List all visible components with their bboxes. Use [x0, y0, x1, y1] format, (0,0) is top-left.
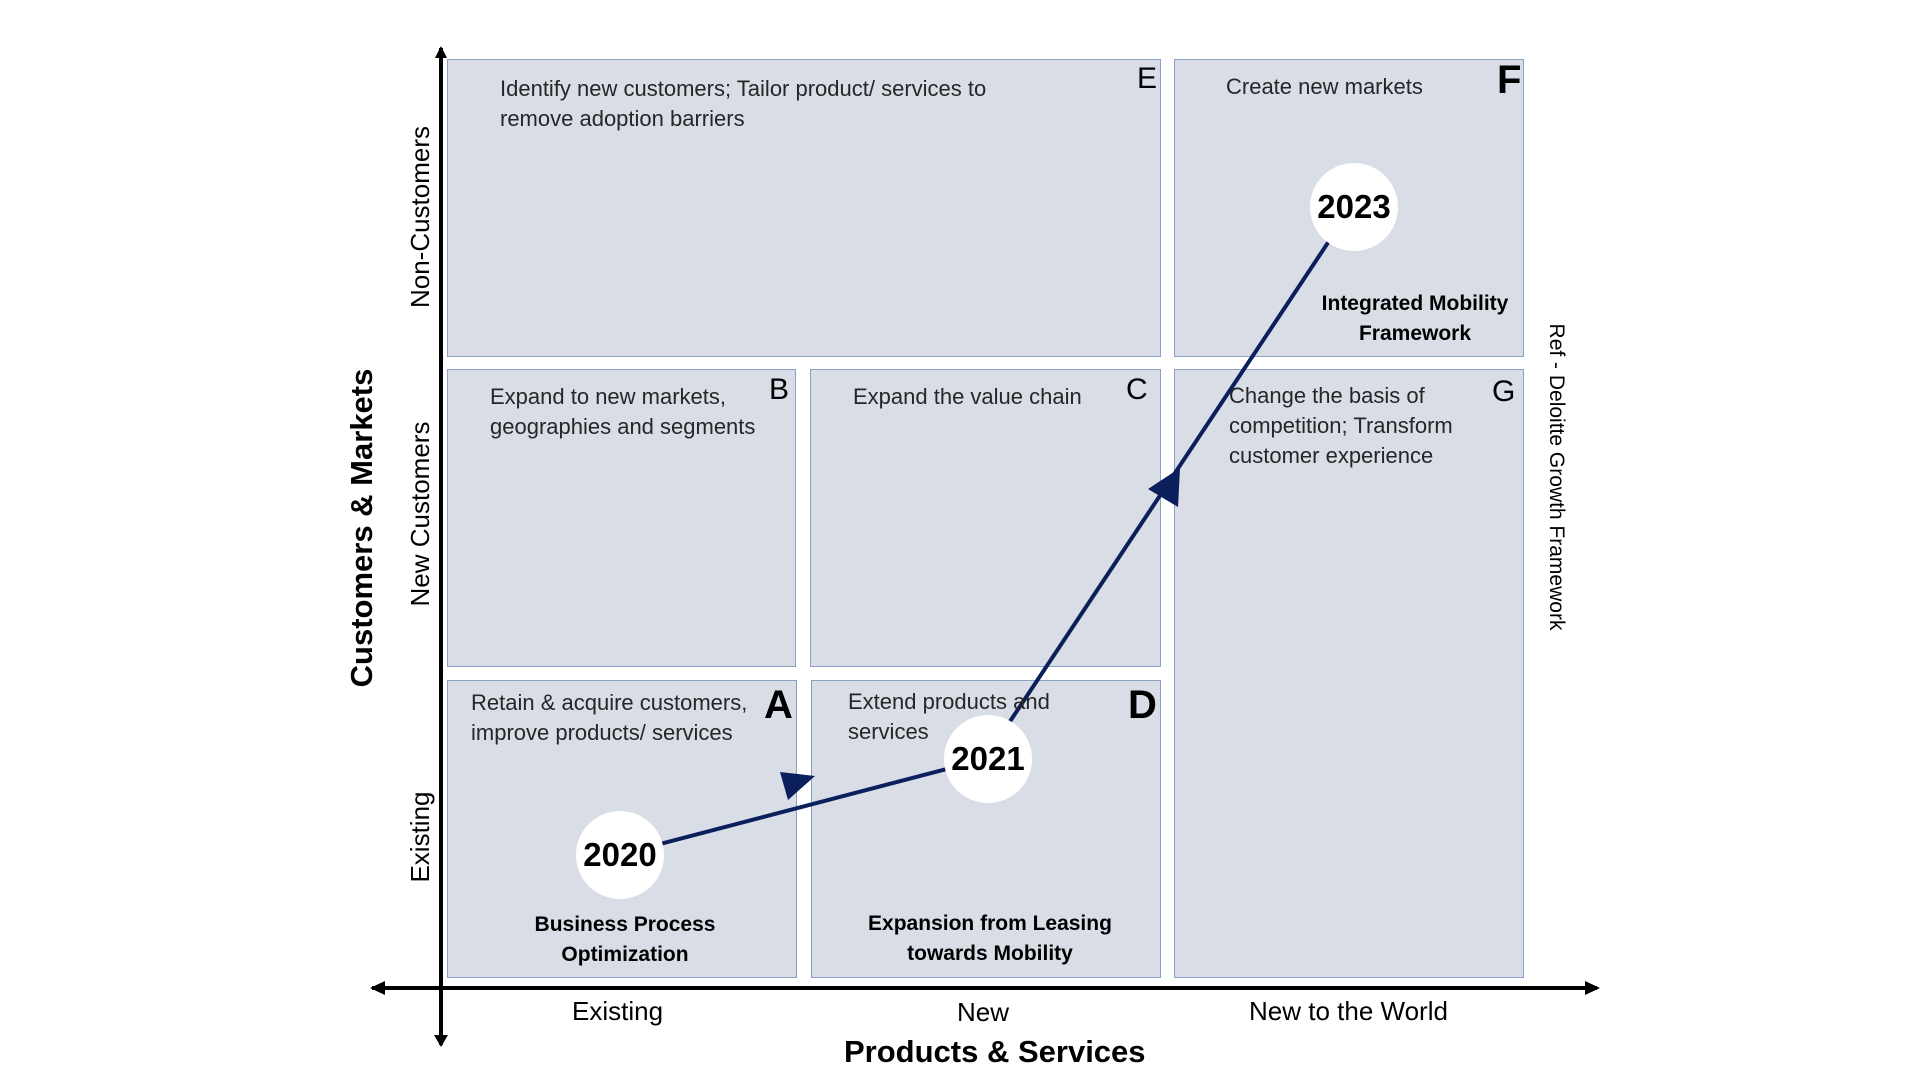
- cell-C-letter: C: [1126, 373, 1148, 406]
- path-arrow-2: [1148, 468, 1180, 507]
- y-axis-line: [434, 46, 448, 1047]
- milestone-2021: 2021: [951, 740, 1025, 777]
- cell-A-letter: A: [764, 683, 793, 727]
- x-tick-existing: Existing: [572, 996, 664, 1026]
- cell-E: [447, 59, 1161, 357]
- cell-A-caption: Business Process Optimization: [534, 913, 716, 966]
- reference-note: Ref - Deloitte Growth Framework: [1545, 323, 1568, 631]
- x-tick-new: New: [957, 997, 1010, 1027]
- cell-F-caption: Integrated Mobility Framework: [1321, 292, 1509, 345]
- cell-F-letter: F: [1497, 58, 1522, 102]
- x-tick-new-to-the-world: New to the World: [1249, 996, 1448, 1026]
- y-tick-new-customers: New Customers: [405, 421, 435, 607]
- cell-D-letter: D: [1128, 683, 1157, 727]
- milestone-2023: 2023: [1317, 188, 1391, 225]
- y-axis-title: Customers & Markets: [344, 368, 379, 688]
- cell-B: [447, 369, 796, 667]
- milestone-2023-circle: [1310, 163, 1398, 251]
- cell-B-letter: B: [769, 373, 790, 406]
- x-axis-line: [370, 981, 1600, 995]
- cell-G: [1174, 369, 1524, 978]
- y-tick-non-customers: Non-Customers: [405, 125, 435, 309]
- milestone-2020-circle: [576, 811, 664, 899]
- cell-E-text: Identify new customers; Tailor product/ …: [500, 76, 987, 131]
- cell-E-letter: E: [1137, 62, 1158, 95]
- cell-F-text: Create new markets: [1226, 74, 1423, 99]
- milestone-2021-circle: [944, 715, 1032, 803]
- x-axis-title: Products & Services: [844, 1034, 1146, 1069]
- cell-C: [810, 369, 1161, 667]
- y-tick-existing: Existing: [405, 791, 435, 883]
- milestone-2020: 2020: [583, 836, 657, 873]
- cell-B-text: Expand to new markets, geographies and s…: [490, 384, 756, 439]
- cell-G-letter: G: [1492, 375, 1516, 408]
- growth-path: [617, 203, 1355, 857]
- cell-D-text: Extend products and services: [848, 689, 1050, 744]
- cell-G-text: Change the basis of competition; Transfo…: [1229, 383, 1453, 468]
- path-arrow-1: [780, 772, 815, 800]
- cell-A-text: Retain & acquire customers, improve prod…: [471, 690, 748, 745]
- cell-C-text: Expand the value chain: [853, 384, 1082, 409]
- cell-D-caption: Expansion from Leasing towards Mobility: [868, 912, 1112, 965]
